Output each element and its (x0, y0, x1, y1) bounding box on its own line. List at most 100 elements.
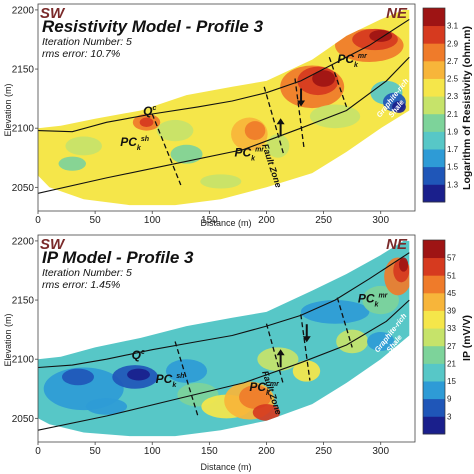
ip-xtick-label: 50 (90, 446, 102, 457)
resistivity-colorbar-tick: 1.9 (447, 127, 459, 136)
resistivity-anomaly-6 (200, 174, 242, 189)
resistivity-colorbar-swatch (423, 8, 445, 27)
resistivity-xtick-label: 0 (35, 215, 41, 226)
ip-colorbar-tick: 39 (447, 307, 456, 316)
resistivity-colorbar-swatch (423, 149, 445, 168)
resistivity-colorbar-swatch (423, 96, 445, 115)
ip-fault-arrow-up (276, 349, 285, 368)
ip-ytick-label: 2050 (12, 414, 35, 425)
resistivity-fault-0 (151, 113, 182, 186)
ip-plot-frame (37, 234, 416, 443)
resistivity-xtick-label: 100 (144, 215, 161, 226)
ip-anomaly-15 (362, 285, 400, 315)
ip-anomaly-18 (399, 257, 409, 272)
ip-colorbar-swatch (423, 275, 445, 294)
resistivity-colorbar-tick: 2.3 (447, 92, 459, 101)
resistivity-anomaly-5 (58, 156, 86, 171)
resistivity-ytick-label: 2200 (12, 5, 35, 16)
ip-colorbar-tick: 27 (447, 342, 456, 351)
ip-geology-lines (38, 252, 410, 431)
resistivity-anomaly-3 (170, 144, 203, 164)
resistivity-geology-lines (38, 18, 410, 194)
resistivity-anomaly-4 (65, 136, 102, 156)
resistivity-colorbar-tick: 1.7 (447, 145, 459, 154)
ip-colorbar-tick: 33 (447, 324, 456, 333)
resistivity-dir-right: NE (386, 5, 408, 22)
ip-ytick-label: 2150 (12, 296, 35, 307)
resistivity-ytick-label: 2150 (12, 65, 35, 76)
resistivity-colorbar-swatch (423, 60, 445, 79)
ip-ytick-label: 2200 (12, 236, 35, 247)
ip-colorbar-swatch (423, 240, 445, 259)
ip-dir-left: SW (40, 236, 66, 253)
resistivity-section (38, 9, 410, 206)
ip-xtick-label: 300 (372, 446, 389, 457)
resistivity-anomaly-18 (392, 100, 406, 113)
ip-axes: 0 50 100 150 200 250 300 2050 2100 2150 2200 (12, 236, 390, 457)
resistivity-iteration: Iteration Number: 5 (42, 36, 132, 48)
ip-title: IP Model - Profile 3 (42, 248, 194, 267)
ip-colorbar-swatch (423, 398, 445, 417)
ip-rms: rms error: 1.45% (42, 279, 120, 291)
ip-xtick-label: 0 (35, 446, 41, 457)
ip-colorbar-tick: 51 (447, 271, 456, 280)
resistivity-xlabel: Distance (m) (200, 218, 251, 228)
resistivity-title: Resistivity Model - Profile 3 (42, 17, 264, 36)
resistivity-colorbar-tick: 2.7 (447, 57, 459, 66)
ip-colorbar-swatch (423, 363, 445, 382)
resistivity-colorbar-swatch (423, 25, 445, 44)
resistivity-xtick-label: 200 (258, 215, 275, 226)
ip-anomaly-5 (165, 359, 208, 383)
ip-colorbar-swatch (423, 292, 445, 311)
ip-panel: 0 50 100 150 200 250 300 2050 2100 2150 2200 SW NE… (3, 234, 473, 472)
ip-anomaly-13 (300, 300, 370, 324)
ip-fault-1 (265, 323, 285, 386)
resistivity-colorbar-tick: 3.1 (447, 22, 459, 31)
resistivity-ytick-label: 2050 (12, 183, 35, 194)
resistivity-colorbar-swatch (423, 184, 445, 203)
ip-unit-label-2: PCkmr (249, 380, 280, 397)
ip-unit-label-1: PCksh (156, 372, 185, 389)
resistivity-panel: 0 50 100 150 200 250 300 2050 2100 2150 2200 SW NE… (3, 3, 473, 228)
ip-colorbar-swatch (423, 416, 445, 435)
ip-xtick-label: 100 (144, 446, 161, 457)
ip-anomaly-11 (257, 347, 299, 372)
ip-dir-right: NE (386, 236, 408, 253)
resistivity-colorbar: 1.3 1.5 1.7 1.9 2.1 2.3 2.5 2.7 2.9 3.1 (422, 7, 459, 203)
resistivity-anomaly-2 (156, 119, 194, 142)
resistivity-colorbar-tick: 1.5 (447, 163, 459, 172)
resistivity-colorbar-tick: 1.3 (447, 180, 459, 189)
resistivity-unit-label-0: Qc (143, 104, 156, 118)
resistivity-rms: rms error: 10.7% (42, 48, 120, 60)
ip-colorbar-tick: 45 (447, 289, 456, 298)
resistivity-colorbar-label: Logarithm of Resistivity (ohm.m) (461, 26, 473, 190)
resistivity-fault-1 (263, 86, 285, 155)
resistivity-xtick-label: 250 (315, 215, 332, 226)
ip-colorbar-tick: 57 (447, 254, 456, 263)
ip-xtick-label: 150 (201, 446, 218, 457)
resistivity-anomaly-19 (309, 104, 361, 129)
ip-fault-0 (174, 341, 199, 417)
resistivity-anomaly-8 (244, 121, 266, 141)
ip-anomaly-12 (292, 360, 321, 382)
ip-anomaly-1 (61, 368, 94, 386)
resistivity-anomaly-9 (266, 134, 290, 158)
resistivity-colorbar-tick: 2.9 (447, 39, 459, 48)
resistivity-ylabel: Elevation (m) (3, 83, 13, 136)
ip-colorbar-label: IP (mV/V) (461, 315, 473, 361)
resistivity-colorbar-swatch (423, 166, 445, 185)
ip-colorbar-tick: 15 (447, 377, 456, 386)
resistivity-xtick-label: 300 (372, 215, 389, 226)
ip-colorbar-swatch (423, 257, 445, 276)
resistivity-fault-arrow-down (297, 88, 306, 107)
ip-fault-3 (336, 297, 353, 348)
ip-colorbar-swatch (423, 310, 445, 329)
ip-contact-1 (38, 299, 410, 431)
ip-anomaly-3 (127, 368, 150, 381)
ip-fault-2 (300, 314, 311, 381)
ip-anomaly-10 (252, 404, 281, 421)
resistivity-colorbar-swatch (423, 78, 445, 97)
resistivity-anomaly-15 (369, 30, 393, 42)
